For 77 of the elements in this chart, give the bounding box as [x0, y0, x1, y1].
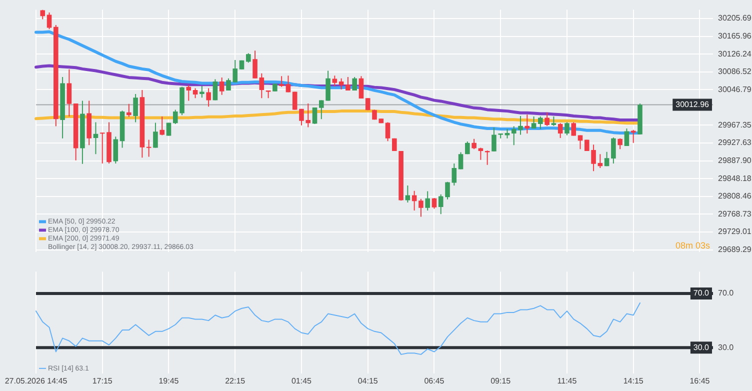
y-tick-label: 29689.29 — [718, 245, 752, 254]
candlestick — [365, 98, 370, 111]
x-tick-label: 11:45 — [557, 376, 578, 386]
candlestick — [219, 76, 224, 96]
candlestick — [332, 75, 338, 87]
y-tick-label: 29848.18 — [718, 174, 752, 183]
y-tick-label: 30205.69 — [718, 14, 752, 23]
x-tick-label: 17:15 — [92, 376, 113, 386]
candlestick — [338, 78, 344, 90]
candlestick — [160, 116, 165, 136]
candlestick — [551, 116, 556, 126]
candlestick — [504, 128, 510, 139]
candlestick — [425, 190, 430, 212]
x-tick-label: 04:15 — [358, 376, 378, 386]
candlestick — [46, 12, 52, 30]
x-tick-label: 27.05.2026 14:45 — [4, 376, 68, 386]
y-tick-label: 30165.96 — [718, 31, 752, 40]
x-tick-label: 16:45 — [690, 376, 710, 386]
candlestick — [200, 85, 204, 98]
candlestick — [286, 75, 291, 93]
candlestick — [252, 50, 258, 79]
candlestick — [113, 136, 118, 164]
annotation: 08m 03s — [675, 240, 710, 251]
candlestick — [492, 127, 496, 152]
candlestick — [126, 103, 132, 118]
candlestick — [624, 128, 630, 147]
candlestick — [611, 136, 616, 164]
x-tick-label: 06:45 — [424, 376, 445, 386]
y-tick-label: 29927.63 — [718, 138, 752, 148]
y-tick-label: 29768.73 — [718, 209, 752, 218]
x-tick-label: 22:15 — [225, 376, 246, 386]
candlestick — [93, 122, 98, 155]
candlestick — [186, 84, 192, 102]
candlestick — [558, 122, 563, 138]
candlestick — [346, 76, 350, 91]
candlestick — [279, 76, 284, 88]
candlestick — [352, 76, 357, 91]
candlestick — [618, 138, 622, 150]
y-tick-label: 29887.90 — [718, 156, 752, 166]
candlestick — [259, 72, 264, 99]
candlestick — [458, 152, 464, 170]
candlestick — [192, 88, 198, 99]
candlestick — [564, 122, 570, 136]
x-tick-label: 01:45 — [291, 376, 312, 386]
candlestick — [531, 116, 536, 130]
y-tick-label: 30126.24 — [718, 49, 752, 58]
x-tick-label: 19:45 — [158, 376, 180, 386]
candlestick — [312, 106, 318, 125]
candlestick — [206, 88, 211, 108]
candlestick — [166, 122, 172, 136]
candlestick — [212, 78, 218, 101]
candlestick — [484, 150, 490, 166]
candlestick — [66, 68, 72, 117]
candlestick — [153, 122, 158, 148]
x-tick-label: 14:15 — [623, 376, 644, 386]
candlestick — [418, 198, 424, 218]
candlestick — [465, 141, 470, 155]
candlestick — [544, 112, 550, 126]
candlestick — [604, 151, 610, 167]
y-tick-label: 29808.46 — [718, 192, 752, 201]
candlestick — [146, 139, 152, 158]
candlestick — [392, 138, 397, 152]
y-tick-label: 29729.01 — [718, 227, 752, 236]
candlestick — [432, 197, 437, 210]
y-tick-label: 30046.79 — [718, 84, 752, 94]
candlestick — [538, 116, 543, 130]
candlestick — [571, 122, 576, 136]
candlestick — [385, 122, 390, 142]
ref-line-label: 30012.96 — [676, 100, 710, 110]
candlestick — [246, 52, 251, 64]
candlestick — [598, 154, 603, 168]
candlestick — [358, 76, 364, 100]
y-tick-label: 30086.52 — [718, 67, 752, 76]
candlestick — [472, 138, 476, 150]
y-tick-label: 29967.35 — [718, 120, 752, 130]
x-tick-label: 09:15 — [490, 376, 512, 386]
candlestick — [133, 94, 138, 123]
